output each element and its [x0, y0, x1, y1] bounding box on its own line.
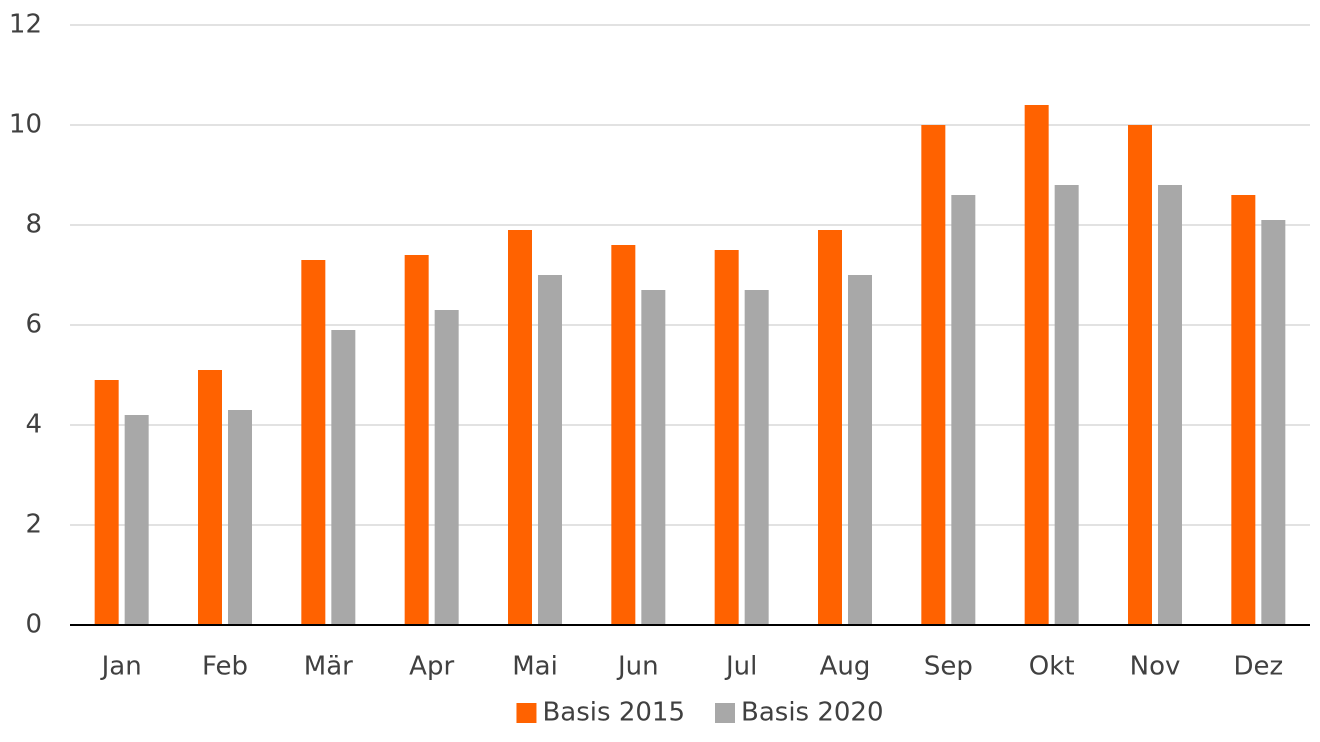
legend-item: Basis 2020 — [715, 698, 884, 728]
bar — [1054, 185, 1079, 625]
x-tick-label: Jul — [724, 652, 757, 682]
bar — [921, 125, 946, 625]
x-tick-label: Sep — [924, 652, 973, 682]
bar — [1128, 125, 1152, 625]
legend-item: Basis 2015 — [516, 698, 685, 728]
bar — [301, 260, 326, 625]
bar — [714, 250, 739, 625]
bar — [198, 370, 222, 625]
bar — [1231, 195, 1256, 625]
y-tick-label: 6 — [25, 310, 42, 340]
y-tick-label: 0 — [25, 610, 42, 640]
x-tick-label: Mär — [304, 652, 353, 682]
y-tick-label: 8 — [25, 210, 42, 240]
x-tick-label: Okt — [1029, 652, 1075, 682]
bar — [404, 255, 429, 625]
bar — [331, 330, 356, 625]
x-tick-label: Aug — [820, 652, 871, 682]
legend-swatch — [516, 703, 537, 723]
bar — [1024, 105, 1049, 625]
y-tick-label: 4 — [25, 410, 42, 440]
bar — [641, 290, 666, 625]
x-tick-label: Jun — [616, 652, 659, 682]
bar — [951, 195, 976, 625]
y-tick-label: 12 — [9, 10, 42, 40]
bar — [94, 380, 119, 625]
bar — [508, 230, 532, 625]
bar — [228, 410, 252, 625]
bar — [1158, 185, 1182, 625]
y-tick-label: 10 — [9, 110, 42, 140]
bar — [538, 275, 562, 625]
legend-swatch — [715, 703, 735, 723]
x-tick-label: Mai — [512, 652, 558, 682]
bar — [124, 415, 149, 625]
legend-label: Basis 2020 — [741, 698, 884, 728]
x-tick-label: Jan — [100, 652, 142, 682]
x-tick-label: Nov — [1130, 652, 1181, 682]
bar — [848, 275, 872, 625]
x-tick-label: Dez — [1233, 652, 1283, 682]
bar — [1261, 220, 1286, 625]
x-tick-label: Feb — [202, 652, 248, 682]
bar — [434, 310, 459, 625]
bar — [818, 230, 842, 625]
bar — [744, 290, 769, 625]
bar — [611, 245, 636, 625]
legend-label: Basis 2015 — [542, 698, 685, 728]
x-tick-label: Apr — [409, 652, 454, 682]
y-tick-label: 2 — [25, 510, 42, 540]
